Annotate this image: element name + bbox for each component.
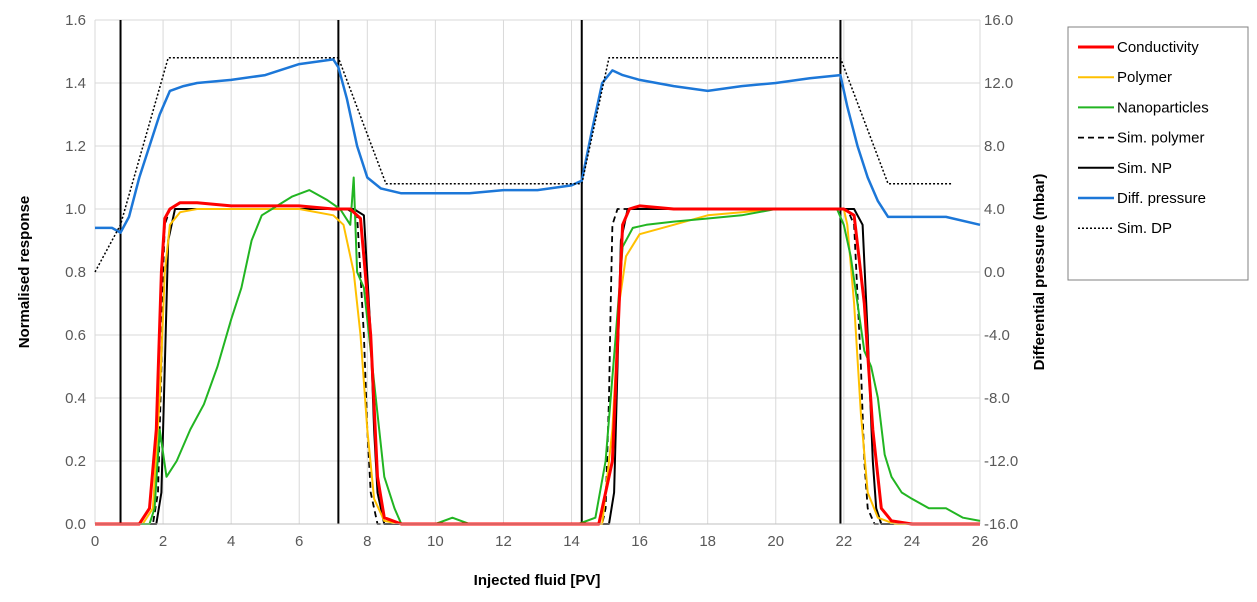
vertical-markers [119, 20, 842, 524]
y2-tick-label: -4.0 [984, 327, 1010, 344]
y2-tick-label: -8.0 [984, 390, 1010, 407]
series-line-diff-pressure [95, 58, 981, 234]
tick-labels: 0 2 4 6 8 10 12 14 16 18 20 22 24 260.00.20.40.60.81.… [65, 12, 1018, 550]
y2-axis-title: Differential pressure (mbar) [1031, 174, 1048, 371]
legend-label: Sim. DP [1117, 220, 1172, 237]
legend-label: Diff. pressure [1117, 190, 1206, 207]
x-tick-label: 4 [227, 533, 235, 550]
y2-tick-label: 0.0 [984, 264, 1005, 281]
x-tick-label: 22 [836, 533, 853, 550]
y2-tick-label: 16.0 [984, 12, 1013, 29]
legend-box [1067, 26, 1249, 281]
x-tick-label: 20 [767, 533, 784, 550]
x-tick-label: 18 [699, 533, 716, 550]
y-tick-label: 1.2 [65, 138, 86, 155]
legend-label: Polymer [1117, 69, 1172, 86]
x-tick-label: 10 [427, 533, 444, 550]
x-tick-label: 14 [563, 533, 580, 550]
x-tick-label: 6 [295, 533, 303, 550]
x-tick-label: 24 [904, 533, 921, 550]
y-tick-label: 0.0 [65, 516, 86, 533]
legend-label: Conductivity [1117, 39, 1199, 56]
legend-label: Nanoparticles [1117, 99, 1209, 116]
x-axis-title: Injected fluid [PV] [474, 572, 601, 589]
legend: Conductivity Polymer Nanoparticles Sim. pol… [1067, 26, 1249, 281]
x-tick-label: 8 [363, 533, 371, 550]
x-tick-label: 16 [631, 533, 648, 550]
x-tick-label: 0 [91, 533, 99, 550]
y2-tick-label: 4.0 [984, 201, 1005, 218]
y2-tick-label: 8.0 [984, 138, 1005, 155]
x-tick-label: 2 [159, 533, 167, 550]
y-tick-label: 0.8 [65, 264, 86, 281]
y2-tick-label: 12.0 [984, 75, 1013, 92]
y-tick-label: 1.0 [65, 201, 86, 218]
y2-tick-label: -12.0 [984, 453, 1018, 470]
y-tick-label: 1.6 [65, 12, 86, 29]
y-tick-label: 0.2 [65, 453, 86, 470]
legend-label: Sim. polymer [1117, 130, 1205, 147]
y-axis-title: Normalised response [16, 196, 33, 349]
y-tick-label: 0.6 [65, 327, 86, 344]
x-tick-label: 26 [972, 533, 989, 550]
series-line-sim-dp [94, 57, 953, 273]
y2-tick-label: -16.0 [984, 516, 1018, 533]
y-tick-label: 1.4 [65, 75, 86, 92]
legend-label: Sim. NP [1117, 160, 1172, 177]
x-tick-label: 12 [495, 533, 512, 550]
y-tick-label: 0.4 [65, 390, 86, 407]
